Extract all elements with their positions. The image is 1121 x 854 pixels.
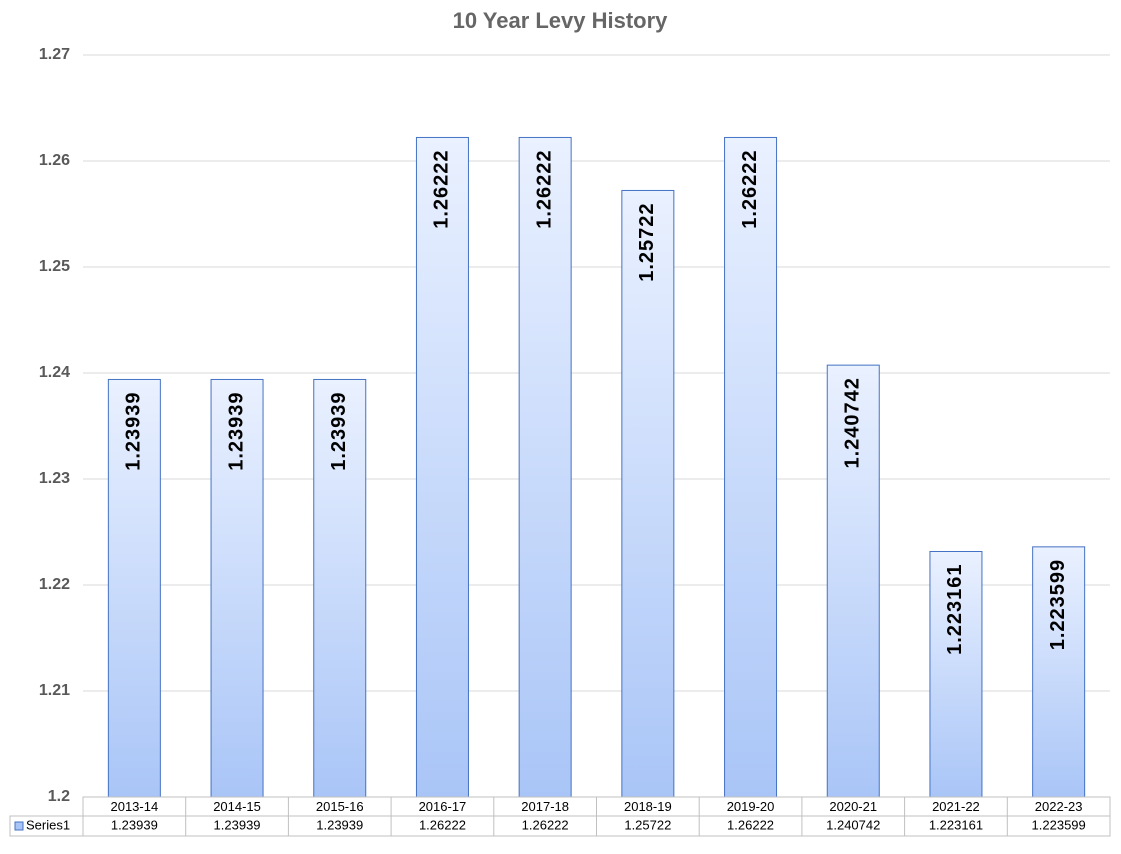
bar bbox=[621, 189, 675, 798]
x-tick-label: 2014-15 bbox=[213, 799, 261, 814]
table-value: 1.223599 bbox=[1032, 817, 1086, 832]
table-value: 1.26222 bbox=[522, 817, 569, 832]
y-tick-label: 1.27 bbox=[39, 46, 70, 63]
bar bbox=[518, 136, 572, 798]
data-label: 1.23939 bbox=[123, 391, 145, 470]
data-label: 1.26222 bbox=[533, 149, 555, 228]
x-tick-label: 2018-19 bbox=[624, 799, 672, 814]
bar bbox=[107, 378, 161, 798]
y-tick-label: 1.26 bbox=[39, 152, 70, 169]
bar bbox=[210, 378, 264, 798]
bar bbox=[929, 550, 983, 798]
table-value: 1.23939 bbox=[214, 817, 261, 832]
table-value: 1.23939 bbox=[316, 817, 363, 832]
data-label: 1.26222 bbox=[739, 149, 761, 228]
data-label: 1.26222 bbox=[431, 149, 453, 228]
data-label: 1.23939 bbox=[328, 391, 350, 470]
legend-cell bbox=[9, 815, 84, 837]
y-tick-label: 1.2 bbox=[48, 788, 70, 805]
legend-marker bbox=[14, 821, 24, 831]
y-tick-label: 1.22 bbox=[39, 576, 70, 593]
x-tick-label: 2013-14 bbox=[110, 799, 158, 814]
x-tick-label: 2022-23 bbox=[1035, 799, 1083, 814]
data-label: 1.23939 bbox=[225, 391, 247, 470]
data-label: 1.240742 bbox=[842, 377, 864, 468]
table-value: 1.223161 bbox=[929, 817, 983, 832]
chart-title: 10 Year Levy History bbox=[453, 8, 669, 33]
y-tick-label: 1.25 bbox=[39, 258, 70, 275]
x-tick-label: 2016-17 bbox=[419, 799, 467, 814]
bar bbox=[313, 378, 367, 798]
data-label: 1.223599 bbox=[1047, 559, 1069, 650]
table-value: 1.26222 bbox=[727, 817, 774, 832]
bar bbox=[724, 136, 778, 798]
table-value: 1.25722 bbox=[624, 817, 671, 832]
x-tick-label: 2017-18 bbox=[521, 799, 569, 814]
data-label: 1.223161 bbox=[944, 563, 966, 654]
bar bbox=[415, 136, 469, 798]
table-value: 1.240742 bbox=[826, 817, 880, 832]
x-tick-label: 2020-21 bbox=[829, 799, 877, 814]
table-value: 1.23939 bbox=[111, 817, 158, 832]
y-tick-label: 1.24 bbox=[39, 364, 70, 381]
y-tick-label: 1.23 bbox=[39, 470, 70, 487]
y-tick-label: 1.21 bbox=[39, 682, 70, 699]
bar bbox=[1032, 546, 1086, 798]
table-value: 1.26222 bbox=[419, 817, 466, 832]
x-tick-label: 2015-16 bbox=[316, 799, 364, 814]
x-tick-label: 2019-20 bbox=[727, 799, 775, 814]
bar bbox=[826, 364, 880, 798]
legend-label: Series1 bbox=[26, 817, 70, 832]
data-label: 1.25722 bbox=[636, 202, 658, 281]
x-tick-label: 2021-22 bbox=[932, 799, 980, 814]
